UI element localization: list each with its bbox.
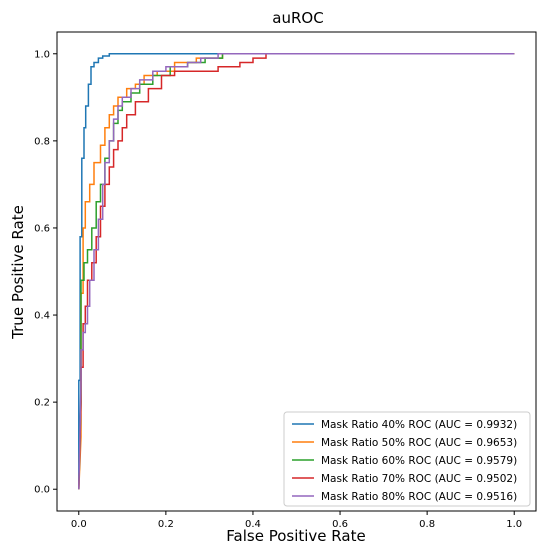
x-tick-label: 0.2 [158,519,174,530]
y-axis-ticks: 0.0 0.2 0.4 0.6 0.8 1.0 [34,49,57,496]
legend-label-2: Mask Ratio 50% ROC (AUC = 0.9653) [321,437,517,449]
x-tick-label: 0.6 [332,519,348,530]
y-tick-label: 0.8 [34,136,50,147]
roc-curve-series-1 [78,53,515,490]
x-tick-label: 0.8 [419,519,435,530]
x-axis-label: False Positive Rate [226,527,365,545]
plot-area-frame [56,31,537,512]
legend-label-3: Mask Ratio 60% ROC (AUC = 0.9579) [321,455,517,467]
roc-curve-series-4 [78,53,515,490]
y-axis-label: True Positive Rate [9,205,27,340]
legend-label-1: Mask Ratio 40% ROC (AUC = 0.9932) [321,419,517,431]
y-tick-label: 0.0 [34,485,50,496]
legend-box [283,411,531,507]
x-tick-label: 0.0 [71,519,87,530]
legend: Mask Ratio 40% ROC (AUC = 0.9932) Mask Ra… [283,411,531,507]
x-tick-label: 1.0 [506,519,522,530]
roc-curve-series-2 [78,53,515,490]
y-tick-label: 0.4 [34,311,50,322]
legend-label-5: Mask Ratio 80% ROC (AUC = 0.9516) [321,491,517,503]
legend-label-4: Mask Ratio 70% ROC (AUC = 0.9502) [321,473,517,485]
y-tick-label: 0.2 [34,398,50,409]
roc-curve-series-5 [78,53,515,490]
roc-curves [78,53,515,490]
y-tick-label: 1.0 [34,49,50,60]
y-tick-label: 0.6 [34,223,50,234]
x-tick-label: 0.4 [245,519,261,530]
x-axis-ticks: 0.0 0.2 0.4 0.6 0.8 1.0 [71,511,522,530]
chart-title: auROC [272,9,323,27]
